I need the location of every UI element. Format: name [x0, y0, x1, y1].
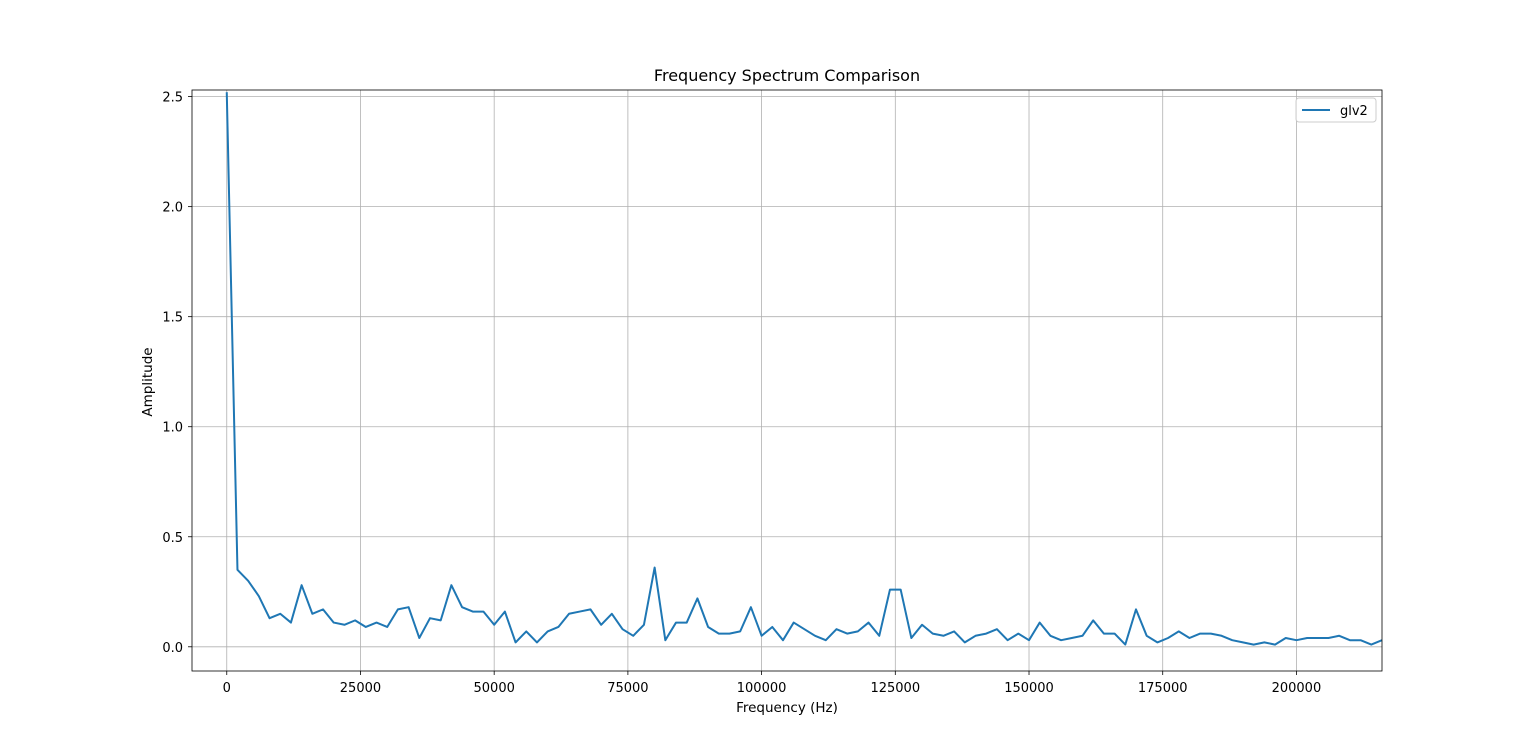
x-tick-label: 150000 [1004, 681, 1054, 696]
legend-label: glv2 [1340, 104, 1368, 119]
x-tick-label: 50000 [474, 681, 515, 696]
ticks-layer: 0 25000 50000 75000 100000 125000 150000 175000… [162, 91, 1321, 696]
grid-layer [192, 90, 1382, 671]
x-tick-label: 125000 [870, 681, 920, 696]
series-line-glv2 [225, 92, 1382, 646]
y-axis-label: Amplitude [140, 347, 156, 416]
x-axis-label: Frequency (Hz) [736, 700, 838, 716]
x-tick-label: 25000 [340, 681, 381, 696]
chart-title: Frequency Spectrum Comparison [654, 66, 920, 85]
x-tick-label: 100000 [737, 681, 787, 696]
legend: glv2 [1295, 97, 1377, 123]
x-tick-label: 175000 [1138, 681, 1188, 696]
y-tick-label: 1.5 [162, 311, 183, 326]
x-tick-label: 200000 [1272, 681, 1322, 696]
plot-frame [191, 89, 1383, 672]
y-tick-label: 0.0 [162, 641, 183, 656]
y-tick-label: 2.5 [162, 91, 183, 106]
x-tick-label: 75000 [607, 681, 648, 696]
series-layer [225, 92, 1382, 646]
y-tick-label: 2.0 [162, 201, 183, 216]
legend-box [1295, 97, 1377, 123]
x-tick-label: 0 [223, 681, 231, 696]
y-tick-label: 1.0 [162, 421, 183, 436]
y-tick-label: 0.5 [162, 531, 183, 546]
